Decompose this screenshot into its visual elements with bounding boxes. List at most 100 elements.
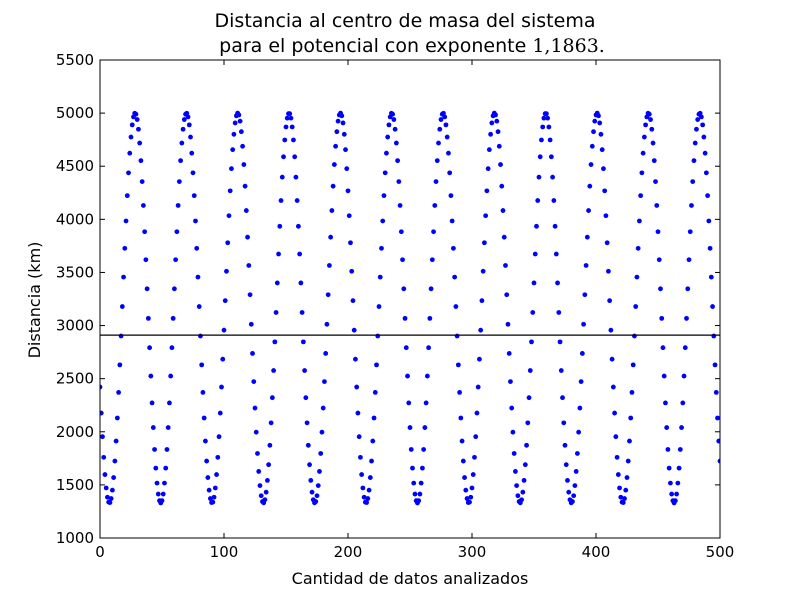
data-point — [190, 170, 196, 176]
data-point — [464, 496, 470, 501]
data-point — [232, 120, 238, 126]
data-point — [526, 395, 532, 401]
data-point — [462, 475, 467, 480]
data-point — [708, 274, 714, 280]
data-point — [408, 447, 414, 452]
x-tick-label: 0 — [95, 543, 105, 561]
data-point — [469, 485, 475, 491]
data-point — [519, 497, 524, 503]
data-point — [656, 257, 662, 263]
data-point — [634, 274, 640, 280]
data-point — [674, 491, 679, 497]
data-point — [470, 472, 476, 477]
data-point — [240, 143, 246, 149]
data-point — [474, 410, 480, 416]
data-point — [169, 345, 175, 351]
data-point — [141, 203, 146, 208]
data-point — [195, 274, 201, 280]
data-point — [711, 333, 717, 339]
data-point — [284, 115, 290, 121]
data-point — [385, 134, 391, 140]
data-point — [154, 480, 160, 486]
data-point — [454, 333, 460, 339]
data-point — [494, 118, 500, 124]
data-point — [103, 485, 109, 491]
data-point — [504, 292, 510, 298]
data-point — [278, 198, 284, 203]
data-point — [582, 292, 588, 298]
data-point — [448, 193, 454, 199]
data-point — [460, 458, 466, 464]
data-point — [277, 223, 283, 229]
data-point — [212, 485, 218, 491]
data-point — [229, 166, 234, 172]
data-point — [152, 447, 157, 452]
data-point — [329, 208, 335, 213]
data-point — [478, 327, 484, 333]
data-point — [247, 292, 253, 298]
data-point — [581, 321, 586, 327]
data-point — [560, 395, 565, 401]
data-point — [283, 124, 289, 130]
data-point — [672, 498, 678, 504]
data-point — [401, 286, 407, 292]
data-point — [198, 333, 203, 339]
data-point — [573, 469, 579, 474]
data-point — [112, 458, 118, 464]
data-point — [367, 475, 373, 480]
data-point — [706, 218, 712, 224]
chart-title-prefix: para el potencial con exponente — [219, 35, 532, 57]
data-point — [323, 351, 329, 356]
data-point — [511, 451, 517, 456]
data-point — [167, 400, 172, 406]
data-point — [217, 410, 223, 416]
data-point — [547, 137, 553, 143]
data-point — [629, 390, 635, 395]
data-point — [349, 268, 355, 274]
data-point — [443, 122, 449, 128]
data-point — [200, 390, 206, 395]
y-tick-label: 3000 — [56, 317, 94, 335]
axes-frame — [99, 59, 721, 539]
data-point — [455, 362, 461, 368]
data-point — [553, 251, 559, 257]
data-point — [395, 158, 400, 164]
data-point — [597, 120, 603, 126]
data-point — [649, 126, 655, 132]
data-point — [544, 111, 549, 117]
data-point — [266, 462, 272, 468]
data-point — [214, 472, 219, 477]
data-point — [153, 465, 159, 471]
data-point — [630, 362, 636, 368]
data-point — [242, 183, 248, 189]
data-point — [350, 298, 356, 304]
data-point — [555, 280, 560, 286]
data-point — [485, 166, 491, 172]
data-point — [181, 117, 187, 122]
y-axis-label: Distancia (km) — [25, 242, 44, 359]
data-point — [572, 483, 578, 489]
data-point — [245, 234, 250, 240]
data-point — [253, 429, 259, 435]
data-point — [324, 321, 330, 327]
data-point — [479, 298, 485, 304]
data-point — [650, 140, 656, 146]
data-point — [191, 193, 197, 199]
data-point — [588, 162, 594, 167]
data-point — [658, 286, 663, 292]
data-point — [374, 362, 379, 368]
chart-title-line1: Distancia al centro de masa del sistema — [215, 10, 596, 32]
data-point — [331, 162, 337, 167]
data-point — [429, 257, 435, 263]
data-point — [101, 454, 107, 460]
data-point — [304, 420, 310, 426]
data-point — [633, 304, 639, 309]
data-point — [664, 425, 670, 430]
data-point — [263, 489, 269, 495]
data-point — [486, 147, 492, 153]
data-point — [637, 218, 642, 224]
data-point — [685, 286, 691, 292]
data-point — [703, 170, 709, 176]
data-point — [281, 154, 286, 160]
data-point — [646, 111, 652, 117]
